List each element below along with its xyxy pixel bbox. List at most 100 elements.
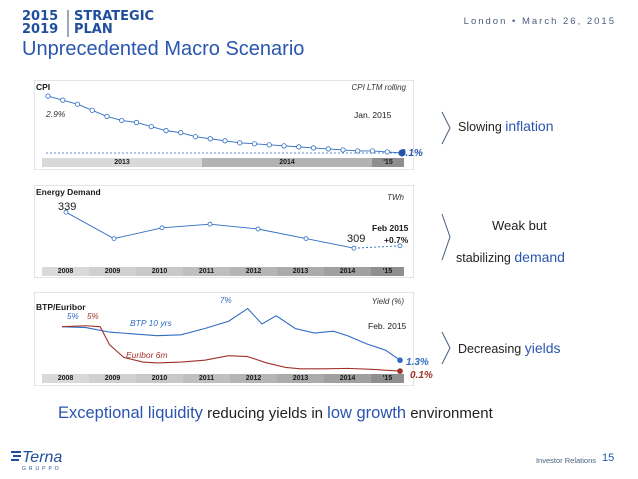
timeline-2013: 2013 — [277, 267, 324, 276]
timeline-2009: 2009 — [89, 267, 136, 276]
timeline-2008: 2008 — [42, 267, 89, 276]
euribor-end-label: 0.1% — [410, 370, 433, 381]
energy-side-text: stabilizing — [456, 251, 515, 265]
rates-title: BTP/Euribor — [36, 302, 86, 312]
company-logo: Terna — [22, 449, 63, 466]
chevron-right-icon — [441, 331, 451, 365]
cpi-point — [133, 119, 140, 126]
timeline-2010: 2010 — [136, 267, 183, 276]
conclusion-part-2: reducing yields in — [202, 405, 328, 422]
timeline-2008: 2008 — [42, 374, 89, 383]
page-number: 15 — [602, 452, 615, 464]
cpi-point — [325, 146, 331, 152]
logo-words: STRATEGIC PLAN — [74, 10, 154, 36]
rates-unit: Yield (%) — [371, 297, 404, 306]
cpi-point — [310, 145, 317, 151]
logo-year-bottom: 2019 — [22, 22, 59, 37]
timeline-2014: 2014 — [324, 267, 371, 276]
timeline-2013: 2013 — [42, 158, 202, 167]
cpi-end-label: 0.1% — [400, 148, 423, 159]
page-title: Unprecedented Macro Scenario — [22, 38, 305, 60]
btp-end-label: 1.3% — [406, 357, 429, 368]
timeline-2011: 2011 — [183, 374, 230, 383]
rates-chart-panel: BTP/Euribor Yield (%) 5% 5% 7% BTP 10 yr… — [34, 292, 414, 386]
energy-point — [207, 221, 213, 227]
energy-chart — [34, 185, 414, 278]
euribor-end-point — [397, 368, 403, 374]
cpi-point — [369, 148, 376, 154]
logo-year-top: 2015 — [22, 9, 59, 24]
cpi-point — [148, 123, 154, 130]
timeline-2011: 2011 — [183, 267, 230, 276]
cpi-side-text: Slowing — [458, 120, 506, 134]
logo-word-top: STRATEGIC — [74, 9, 155, 24]
cpi-point — [296, 144, 302, 150]
section-label: Investor Relations — [535, 456, 596, 465]
cpi-point — [192, 134, 199, 140]
conclusion-part-4: environment — [406, 405, 493, 422]
cpi-start-label: 2.9% — [46, 109, 66, 119]
timeline-2014: 2014 — [324, 374, 371, 383]
btp-end-point — [397, 357, 403, 364]
timeline-2012: 2012 — [230, 374, 277, 383]
btp-series-label: BTP 10 yrs — [130, 318, 172, 328]
cpi-point — [104, 113, 110, 120]
cpi-point — [340, 147, 346, 153]
chevron-right-icon — [441, 111, 451, 145]
energy-title: Energy Demand — [36, 187, 101, 197]
cpi-point — [281, 143, 287, 149]
timeline-15: '15 — [371, 374, 404, 383]
location-date: London • March 26, 2015 — [463, 16, 616, 27]
energy-point — [397, 243, 403, 249]
conclusion-part-3: low growth — [327, 404, 407, 422]
timeline-15: '15 — [371, 267, 404, 276]
cpi-point — [74, 101, 81, 107]
btp-line — [61, 307, 401, 361]
energy-end-change: +0.7% — [384, 235, 409, 245]
logo-word-bottom: PLAN — [74, 22, 113, 37]
cpi-unit: CPI LTM rolling — [351, 83, 406, 92]
logo-years: 2015 2019 — [22, 10, 58, 36]
cpi-timeline: 2013 2014 '15 — [42, 158, 404, 167]
cpi-end-date: Jan. 2015 — [354, 110, 392, 120]
company-sub: GRUPPO — [22, 466, 62, 472]
energy-side-label-2: stabilizing demand — [456, 249, 565, 265]
cpi-title: CPI — [36, 82, 51, 92]
cpi-point — [89, 107, 95, 113]
conclusion-part-1: Exceptional liquidity — [58, 404, 203, 422]
cpi-point — [251, 141, 258, 147]
euribor-series-label: Euribor 6m — [126, 350, 168, 360]
rates-end-date: Feb. 2015 — [368, 321, 407, 331]
cpi-point — [45, 93, 51, 99]
rates-panel-bg — [34, 292, 414, 386]
cpi-side-label: Slowing inflation — [458, 118, 554, 134]
energy-point — [63, 209, 69, 215]
energy-unit: TWh — [387, 193, 404, 202]
cpi-point — [119, 117, 125, 124]
cpi-chart — [34, 80, 414, 170]
rates-side-label: Decreasing yields — [458, 340, 561, 356]
rates-peak-label: 7% — [220, 296, 232, 305]
cpi-point — [60, 97, 66, 103]
chevron-right-icon — [441, 213, 451, 261]
euribor-line — [61, 325, 401, 372]
energy-point — [111, 236, 117, 241]
cpi-point — [398, 149, 406, 157]
energy-point — [303, 236, 309, 241]
timeline-2010: 2010 — [136, 374, 183, 383]
logo-divider — [67, 10, 69, 37]
energy-end-label: 309 — [347, 233, 366, 245]
rates-side-accent: yields — [524, 340, 561, 356]
cpi-side-accent: inflation — [505, 118, 554, 134]
cpi-point — [355, 148, 361, 154]
energy-timeline: 2008 2009 2010 2011 2012 2013 2014 '15 — [42, 267, 404, 276]
rates-start-label-2: 5% — [87, 312, 99, 321]
energy-side-label-1: Weak but — [492, 218, 547, 233]
rates-start-label-1: 5% — [67, 312, 79, 321]
cpi-point — [163, 128, 169, 134]
cpi-panel-bg — [34, 80, 414, 170]
cpi-point — [178, 130, 184, 136]
timeline-2013: 2013 — [277, 374, 324, 383]
energy-start-label: 339 — [58, 201, 77, 213]
cpi-point — [384, 149, 390, 155]
